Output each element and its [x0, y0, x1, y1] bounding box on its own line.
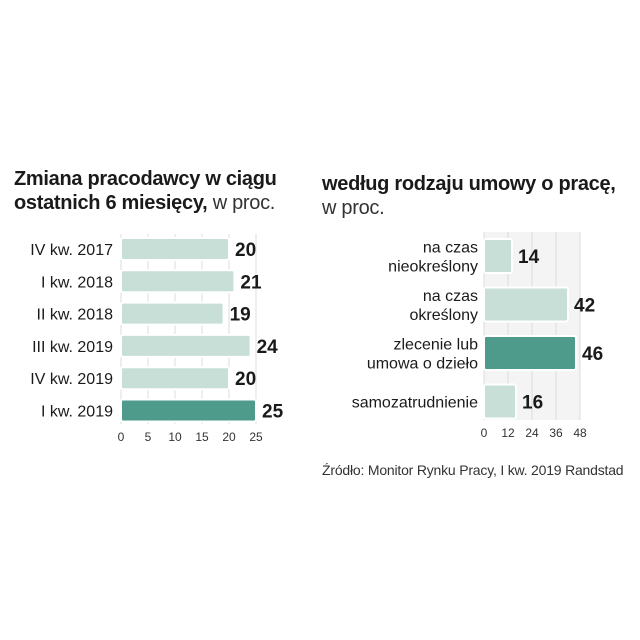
bar	[120, 366, 230, 391]
category-label: zlecenie lub	[394, 337, 479, 354]
x-tick-label: 0	[481, 426, 488, 440]
category-label: na czas	[423, 288, 478, 305]
category-label: IV kw. 2017	[30, 242, 113, 259]
value-label: 42	[574, 296, 595, 317]
x-tick-label: 10	[168, 430, 182, 444]
bar	[120, 301, 225, 326]
x-tick-label: 15	[195, 430, 209, 444]
value-label: 14	[518, 247, 540, 268]
right-chart-title: według rodzaju umowy o pracę, w proc.	[322, 172, 632, 220]
x-tick-label: 0	[118, 430, 125, 444]
bar	[483, 383, 517, 420]
left-chart-title-main: Zmiana pracodawcy w ciągu ostatnich 6 mi…	[14, 168, 277, 214]
category-label: samozatrudnienie	[352, 395, 478, 412]
left-chart-title-unit: w proc.	[212, 192, 276, 214]
x-tick-label: 24	[525, 426, 539, 440]
category-label: II kw. 2018	[37, 307, 114, 324]
bar	[120, 398, 257, 423]
x-tick-label: 36	[549, 426, 563, 440]
category-label: na czas	[423, 240, 478, 257]
bar	[120, 237, 230, 261]
category-label: I kw. 2019	[41, 404, 113, 421]
value-label: 19	[230, 305, 251, 326]
bar	[483, 286, 569, 323]
category-label: określony	[410, 307, 478, 324]
value-label: 46	[582, 344, 603, 365]
x-tick-label: 48	[573, 426, 587, 440]
category-label: nieokreślony	[388, 259, 478, 276]
x-tick-label: 25	[249, 430, 263, 444]
value-label: 24	[257, 337, 279, 358]
bar	[483, 238, 513, 274]
value-label: 20	[235, 369, 256, 390]
value-label: 25	[262, 402, 284, 423]
value-label: 20	[235, 240, 256, 261]
bar	[120, 333, 252, 358]
x-tick-label: 12	[501, 426, 515, 440]
category-label: umowa o dzieło	[367, 356, 478, 373]
right-chart-title-main: według rodzaju umowy o pracę,	[322, 173, 616, 195]
x-tick-label: 20	[222, 430, 236, 444]
category-label: IV kw. 2019	[30, 371, 113, 388]
category-label: I kw. 2018	[41, 274, 113, 291]
value-label: 16	[522, 393, 543, 414]
bar	[120, 269, 236, 294]
bar	[483, 335, 577, 371]
right-chart-title-unit: w proc.	[322, 197, 385, 219]
category-label: III kw. 2019	[32, 339, 113, 356]
value-label: 21	[240, 272, 262, 293]
left-chart-title: Zmiana pracodawcy w ciągu ostatnich 6 mi…	[14, 167, 304, 215]
source-note: Źródło: Monitor Rynku Pracy, I kw. 2019 …	[322, 462, 624, 478]
x-tick-label: 5	[145, 430, 152, 444]
